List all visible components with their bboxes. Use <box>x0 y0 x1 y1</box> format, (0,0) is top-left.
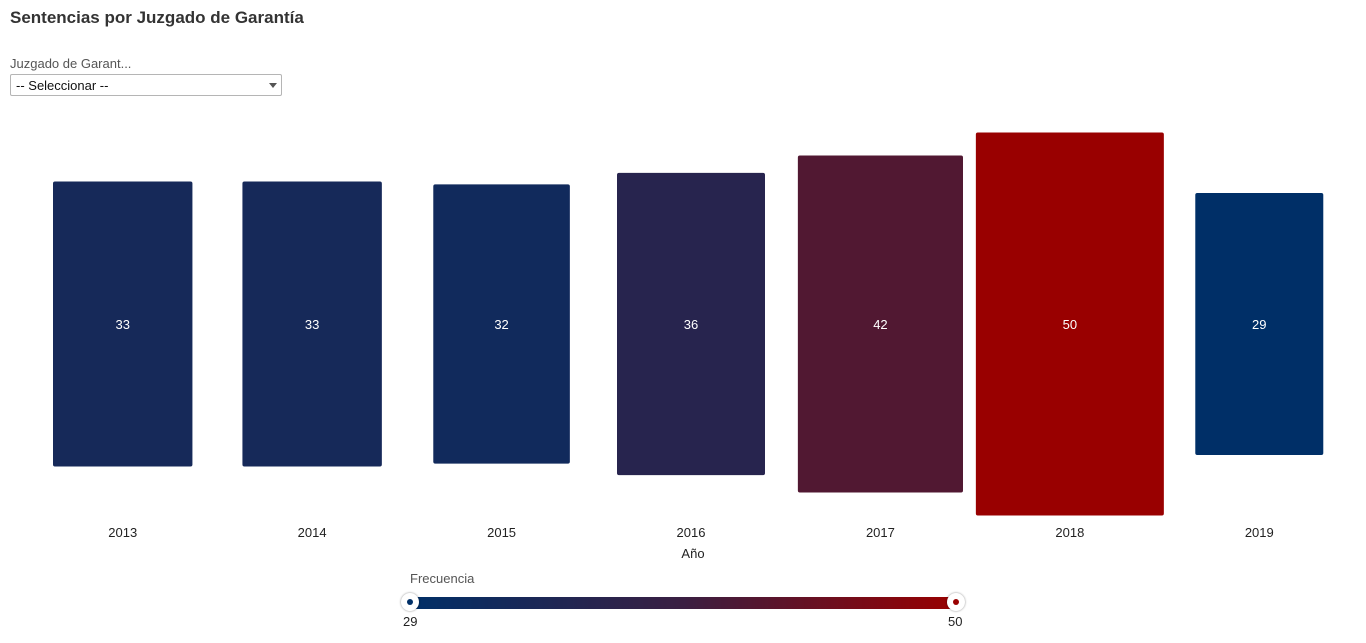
bar-chart: 33 2013 33 2014 32 2015 36 2016 42 2017 50 2018 29 20… <box>53 132 1324 561</box>
x-tick-label: 2016 <box>677 525 706 540</box>
bar-2016[interactable] <box>617 172 765 476</box>
bar-2019[interactable] <box>1195 193 1324 455</box>
page-title: Sentencias por Juzgado de Garantía <box>10 8 304 27</box>
bar-2015[interactable] <box>433 184 570 464</box>
select-value: -- Seleccionar -- <box>16 78 109 93</box>
bar-2017[interactable] <box>797 155 963 493</box>
x-tick-label: 2017 <box>866 525 895 540</box>
legend-max-dot <box>953 599 959 605</box>
x-tick-label: 2015 <box>487 525 516 540</box>
legend-title: Frecuencia <box>410 571 475 586</box>
chevron-down-icon <box>269 83 277 88</box>
bar-value-label: 29 <box>1252 317 1266 332</box>
filter-label: Juzgado de Garant... <box>10 56 132 71</box>
x-axis-title: Año <box>681 546 704 561</box>
bar-2018[interactable] <box>975 132 1164 516</box>
legend-max-label: 50 <box>948 614 963 629</box>
x-tick-label: 2019 <box>1245 525 1274 540</box>
bar-2014[interactable] <box>242 181 382 467</box>
bar-value-label: 33 <box>115 317 129 332</box>
legend-min-label: 29 <box>403 614 418 629</box>
legend-max-handle[interactable] <box>947 593 965 611</box>
legend-min-handle[interactable] <box>401 593 419 611</box>
bar-value-label: 32 <box>494 317 508 332</box>
bar-value-label: 42 <box>873 317 887 332</box>
bar-value-label: 33 <box>305 317 319 332</box>
legend-min-dot <box>407 599 413 605</box>
bar-2013[interactable] <box>53 181 193 467</box>
bar-value-label: 50 <box>1063 317 1077 332</box>
court-select-dropdown[interactable]: -- Seleccionar -- <box>10 74 282 96</box>
x-tick-label: 2014 <box>298 525 327 540</box>
x-tick-label: 2013 <box>108 525 137 540</box>
x-tick-label: 2018 <box>1055 525 1084 540</box>
color-legend-gradient <box>401 593 965 611</box>
bar-value-label: 36 <box>684 317 698 332</box>
